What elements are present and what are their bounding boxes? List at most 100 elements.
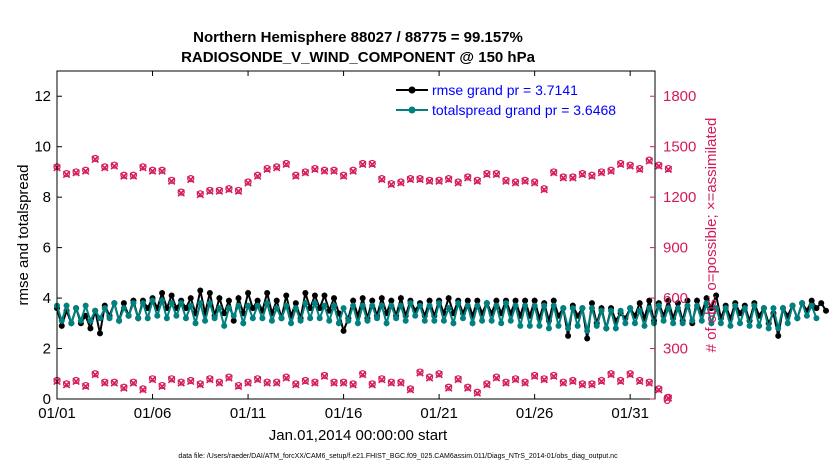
- y-left-tick-label: 2: [43, 341, 51, 358]
- rmse-point: [822, 307, 829, 314]
- totalspread-point: [641, 322, 648, 329]
- obs-possible-marker: [607, 166, 615, 174]
- obs-possible-marker: [82, 381, 90, 390]
- obs-possible-marker: [569, 376, 577, 385]
- rmse-point: [206, 290, 213, 297]
- y-left-tick-label: 0: [43, 391, 51, 408]
- obs-assimilated-marker: [664, 165, 673, 174]
- totalspread-point: [202, 317, 209, 324]
- obs-possible-marker: [559, 173, 567, 181]
- totalspread-point: [311, 300, 318, 307]
- totalspread-point: [507, 317, 514, 324]
- totalspread-point: [703, 300, 710, 307]
- totalspread-point: [211, 315, 218, 322]
- totalspread-point: [68, 320, 75, 327]
- obs-possible-marker: [330, 378, 338, 386]
- rmse-point: [58, 322, 65, 329]
- obs-possible-marker: [473, 176, 481, 184]
- rmse-point: [87, 325, 94, 332]
- totalspread-point: [87, 317, 94, 324]
- totalspread-point: [326, 317, 333, 324]
- totalspread-point: [584, 327, 591, 334]
- obs-possible-marker: [473, 388, 481, 396]
- totalspread-point: [149, 297, 156, 304]
- obs-possible-marker: [521, 378, 529, 386]
- totalspread-point: [388, 302, 395, 309]
- obs-assimilated-marker: [139, 163, 147, 172]
- obs-possible-marker: [425, 176, 434, 184]
- totalspread-point: [813, 315, 820, 322]
- totalspread-point: [278, 315, 285, 322]
- obs-assimilated-marker: [559, 174, 568, 182]
- totalspread-point: [464, 302, 471, 309]
- totalspread-point: [273, 305, 280, 312]
- rmse-point: [307, 305, 314, 312]
- obs-assimilated-marker: [635, 165, 644, 174]
- obs-assimilated-marker: [139, 385, 147, 394]
- obs-assimilated-marker: [234, 187, 243, 196]
- obs-assimilated-marker: [110, 162, 119, 170]
- legend: rmse grand pr = 3.7141 totalspread grand…: [396, 82, 616, 118]
- obs-possible-marker: [330, 166, 338, 174]
- obs-possible-marker: [664, 393, 672, 401]
- obs-possible-marker: [301, 376, 309, 385]
- rmse-point: [311, 292, 318, 299]
- obs-possible-marker: [416, 175, 424, 183]
- obs-possible-marker: [206, 375, 214, 383]
- totalspread-point: [297, 317, 304, 324]
- rmse-point: [493, 297, 500, 304]
- obs-possible-marker: [206, 186, 214, 195]
- rmse-point: [273, 297, 280, 304]
- obs-assimilated-marker: [464, 174, 472, 182]
- x-tick-label: 01/16: [325, 405, 363, 422]
- obs-assimilated-marker: [349, 167, 357, 175]
- obs-possible-marker: [550, 168, 558, 176]
- totalspread-point: [192, 320, 199, 327]
- totalspread-point: [225, 305, 232, 312]
- totalspread-point: [636, 307, 643, 314]
- obs-assimilated-marker: [301, 168, 310, 177]
- obs-possible-marker: [254, 375, 262, 383]
- totalspread-point: [794, 315, 801, 322]
- obs-assimilated-marker: [626, 370, 634, 379]
- totalspread-point: [426, 302, 433, 309]
- obs-assimilated-marker: [100, 379, 109, 387]
- y-right-tick-label: 0: [663, 391, 671, 408]
- totalspread-point: [168, 300, 175, 307]
- totalspread-point: [283, 302, 290, 309]
- y-right-tick-label: 1500: [663, 139, 696, 156]
- obs-possible-marker: [435, 370, 443, 378]
- y-axis-right-label: # of obs: o=possible; ×=assimilated: [703, 118, 720, 353]
- y-left-tick-label: 8: [43, 189, 51, 206]
- rmse-point: [340, 327, 347, 334]
- rmse-point: [168, 292, 175, 299]
- obs-possible-marker: [511, 375, 520, 383]
- obs-assimilated-marker: [416, 175, 424, 184]
- totalspread-point: [120, 305, 127, 312]
- x-tick-label: 01/31: [611, 405, 649, 422]
- totalspread-point: [727, 322, 734, 329]
- obs-assimilated-marker: [397, 379, 405, 387]
- totalspread-point: [397, 302, 404, 309]
- obs-assimilated-marker: [435, 177, 443, 185]
- obs-assimilated-marker: [511, 375, 520, 384]
- obs-assimilated-marker: [272, 379, 281, 387]
- rmse-point: [82, 312, 89, 319]
- totalspread-point: [737, 320, 744, 327]
- obs-assimilated-marker: [483, 380, 491, 389]
- totalspread-point: [321, 302, 328, 309]
- totalspread-point: [96, 315, 103, 322]
- totalspread-point: [627, 305, 634, 312]
- obs-possible-marker: [645, 156, 653, 164]
- totalspread-point: [565, 325, 572, 332]
- obs-assimilated-marker: [292, 380, 300, 389]
- totalspread-point: [784, 320, 791, 327]
- rmse-point: [331, 295, 338, 302]
- totalspread-point: [412, 312, 419, 319]
- obs-possible-marker: [597, 376, 606, 385]
- rmse-point: [703, 295, 710, 302]
- obs-possible-marker: [91, 154, 99, 163]
- obs-assimilated-marker: [540, 375, 548, 384]
- obs-possible-marker: [550, 371, 558, 380]
- totalspread-point: [259, 315, 266, 322]
